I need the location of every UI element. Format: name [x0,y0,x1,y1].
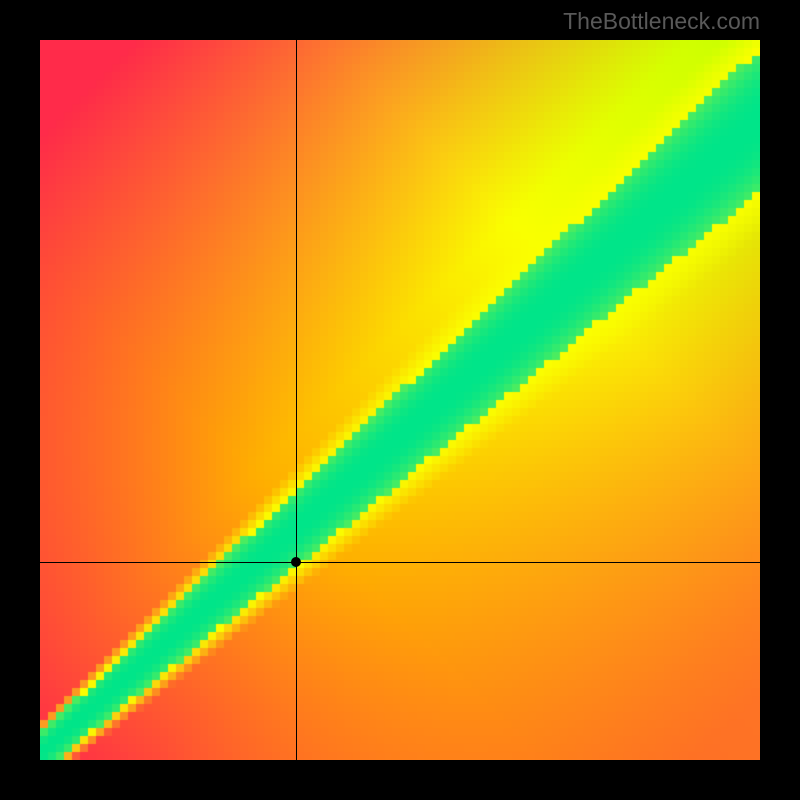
crosshair-vertical [296,40,297,760]
crosshair-horizontal [40,562,760,563]
selection-marker [291,557,301,567]
heatmap-canvas [40,40,760,760]
watermark-text: TheBottleneck.com [563,8,760,35]
plot-area [40,40,760,760]
